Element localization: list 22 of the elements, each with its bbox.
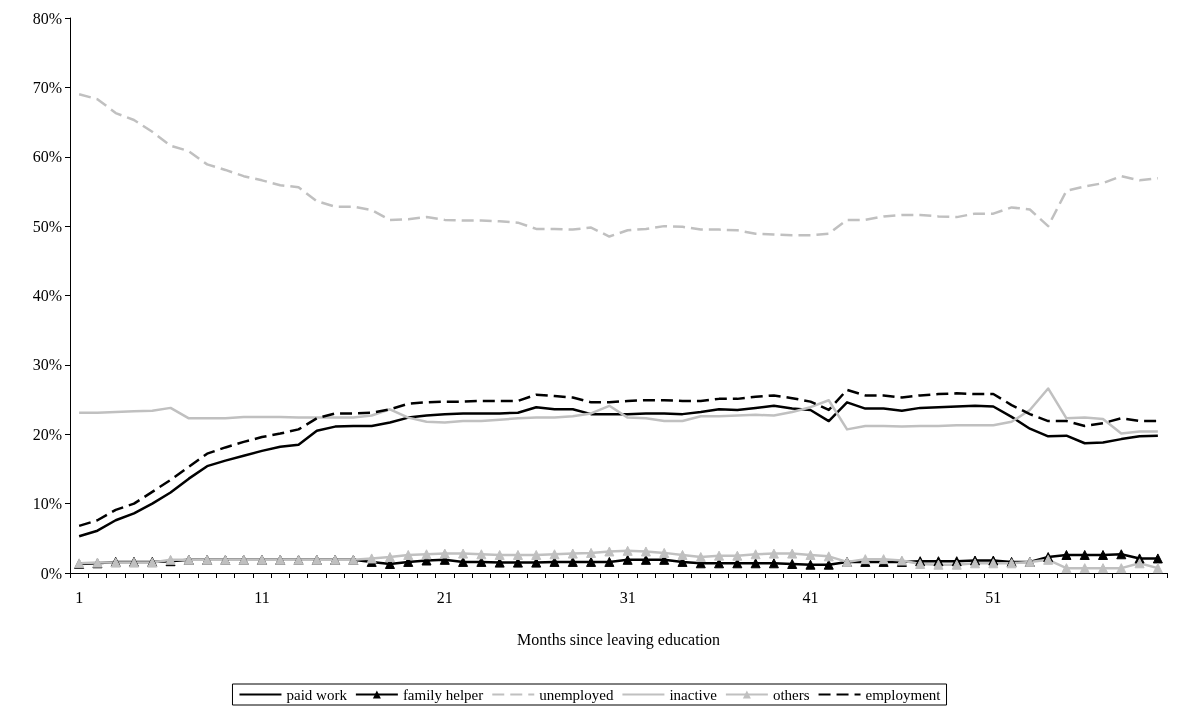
y-tick-label: 10% — [32, 495, 62, 513]
legend-label: unemployed — [539, 686, 614, 703]
y-tick-label: 60% — [32, 148, 62, 166]
y-tick-label: 30% — [32, 356, 62, 374]
y-tick-label: 0% — [40, 564, 62, 582]
x-tick-label: 41 — [802, 588, 819, 606]
x-tick-label: 21 — [436, 588, 453, 606]
y-tick-label: 80% — [32, 9, 62, 27]
x-tick-label: 31 — [619, 588, 636, 606]
x-tick-label: 11 — [254, 588, 270, 606]
legend-label: paid work — [286, 686, 348, 703]
y-tick-label: 50% — [32, 217, 62, 235]
legend-label: others — [772, 686, 810, 703]
x-tick-label: 1 — [75, 588, 84, 606]
legend-label: inactive — [669, 686, 718, 703]
y-tick-label: 40% — [32, 287, 62, 304]
legend-label: employment — [865, 686, 942, 703]
legend-label: family helper — [402, 686, 484, 703]
y-tick-label: 20% — [32, 425, 62, 443]
x-tick-label: 51 — [985, 588, 1002, 606]
y-tick-label: 70% — [32, 78, 62, 96]
x-axis-title: Months since leaving education — [516, 630, 721, 649]
